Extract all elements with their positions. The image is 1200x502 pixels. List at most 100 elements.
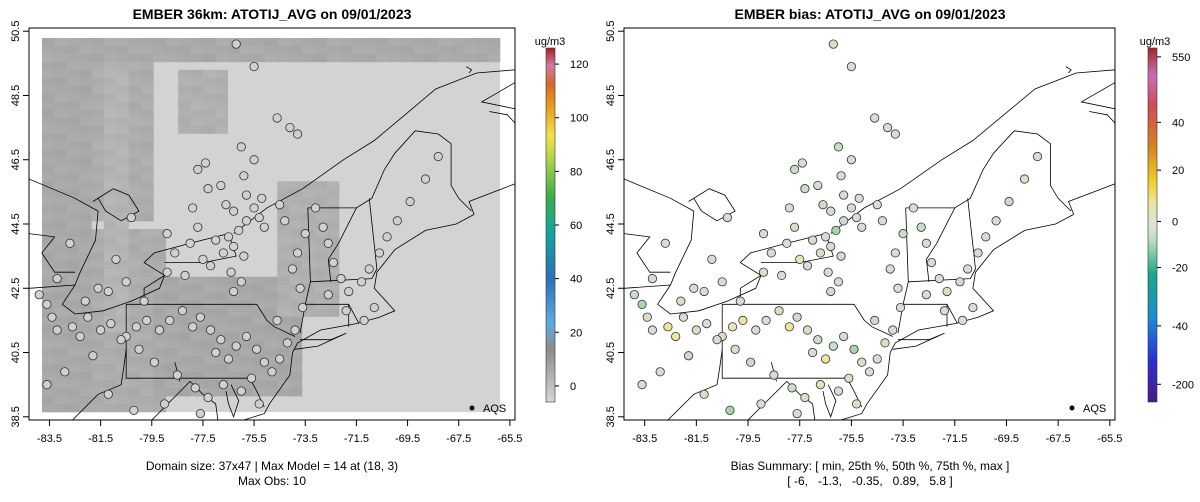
model-cell [103,221,117,230]
model-cell [165,276,179,285]
model-cell [54,157,68,166]
model-cell [240,53,253,63]
station-markers [34,39,443,419]
model-cell [240,372,253,381]
model-cell [141,332,154,341]
station-marker [216,335,226,345]
x-tick-label: -69.5 [395,433,420,445]
model-cell [91,396,105,405]
bias-marker [787,383,797,393]
model-cell [277,364,290,373]
model-cell [141,340,154,349]
model-cell [314,181,328,190]
station-marker [249,155,259,165]
bias-marker [815,248,826,258]
station-marker [295,283,305,293]
x-tick-label: -83.5 [37,433,62,445]
model-cell [277,181,290,190]
model-cell [388,38,402,47]
model-cell [376,45,389,55]
model-cell [326,197,340,206]
station-marker [231,39,241,49]
station-marker [106,319,116,329]
model-cell [240,356,253,365]
model-cell [264,324,278,333]
model-cell [66,221,80,230]
bias-marker [802,325,813,335]
model-cell [178,332,191,341]
model-cell [66,157,80,166]
model-cell [165,388,179,397]
boundary-line [722,303,893,337]
model-cell [190,364,204,373]
model-cell [240,284,253,293]
model-cell [202,340,216,349]
model-cell [165,324,179,333]
model-cell [252,372,266,381]
model-cell [240,316,253,325]
model-cell [165,332,179,341]
model-cell [153,284,167,293]
model-cell [103,141,117,150]
model-cell [153,244,167,254]
model-cell [91,356,105,365]
colorbar-scale [545,47,556,403]
bias-marker [839,331,849,342]
station-marker [34,290,44,300]
model-cell [116,364,129,373]
model-cell [128,117,142,126]
model-cell [178,380,191,389]
boundary-line [294,332,347,350]
model-cell [103,85,117,95]
model-cell [277,205,290,214]
model-cell [128,101,142,110]
colorbar-tick-label: 100 [570,113,588,125]
bias-marker [831,225,841,236]
model-cell [289,205,303,214]
model-cell [202,53,216,63]
model-cell [42,324,55,333]
bias-marker [820,354,831,364]
bias-marker [880,338,890,348]
model-cell [252,300,266,309]
model-cell [91,85,105,95]
model-cell [79,356,92,365]
model-cell [128,61,142,71]
y-tick-label: 38.5 [10,406,22,427]
model-cell [54,165,68,174]
bias-marker [836,171,846,181]
model-cell [91,181,105,190]
model-cell [289,213,303,222]
model-cell [66,316,80,325]
model-cell [363,53,377,63]
model-cell [153,38,167,47]
station-marker [252,344,262,354]
station-marker [318,222,328,232]
model-cell [128,189,142,198]
bias-marker [851,399,862,409]
model-cell [277,252,290,262]
model-cell [289,316,303,325]
station-marker [211,235,221,245]
bias-marker [769,370,779,380]
model-cell [215,38,228,47]
model-cell [202,109,216,118]
model-cell [79,276,92,285]
y-tick-label: 40.5 [10,342,22,363]
map-boundaries [624,66,1115,420]
model-cell [190,292,204,301]
bias-marker [921,238,931,248]
model-cell [227,348,241,357]
model-cell [314,300,328,309]
bias-marker [939,306,950,316]
model-cell [54,189,68,198]
panel-model: EMBER 36km: ATOTIJ_AVG on 09/01/2023 -83… [10,6,588,488]
model-cell [314,45,328,55]
model-cell [66,396,80,405]
model-cell [202,308,216,317]
bias-marker [828,341,838,351]
station-marker [218,380,228,390]
model-cell [54,205,68,214]
station-marker [249,61,259,72]
station-marker [254,399,264,409]
